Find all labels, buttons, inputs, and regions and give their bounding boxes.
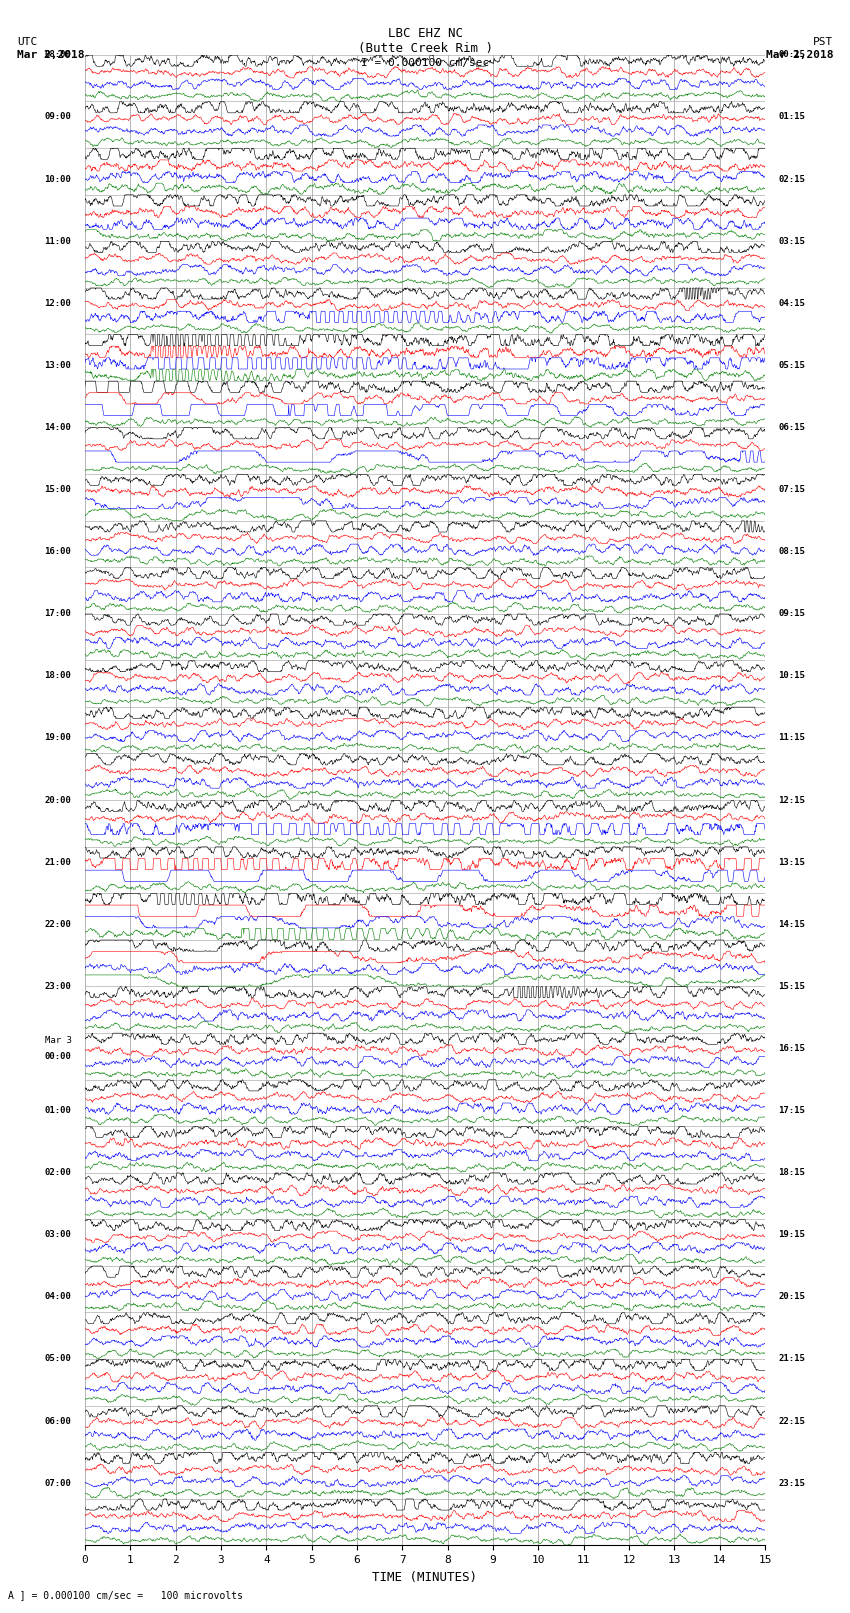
Text: 00:00: 00:00 <box>44 1052 71 1061</box>
Text: 03:00: 03:00 <box>44 1231 71 1239</box>
Text: 06:00: 06:00 <box>44 1416 71 1426</box>
Text: A ] = 0.000100 cm/sec =   100 microvolts: A ] = 0.000100 cm/sec = 100 microvolts <box>8 1590 243 1600</box>
Text: 22:00: 22:00 <box>44 919 71 929</box>
Text: 08:00: 08:00 <box>44 50 71 60</box>
Text: 11:15: 11:15 <box>779 734 806 742</box>
Text: 05:00: 05:00 <box>44 1355 71 1363</box>
Text: 10:15: 10:15 <box>779 671 806 681</box>
Text: 07:00: 07:00 <box>44 1479 71 1487</box>
Text: 19:15: 19:15 <box>779 1231 806 1239</box>
Text: 14:15: 14:15 <box>779 919 806 929</box>
Text: 09:15: 09:15 <box>779 610 806 618</box>
X-axis label: TIME (MINUTES): TIME (MINUTES) <box>372 1571 478 1584</box>
Text: 20:00: 20:00 <box>44 795 71 805</box>
Text: 17:00: 17:00 <box>44 610 71 618</box>
Text: 06:15: 06:15 <box>779 423 806 432</box>
Text: 15:15: 15:15 <box>779 982 806 990</box>
Text: 11:00: 11:00 <box>44 237 71 245</box>
Title: LBC EHZ NC
(Butte Creek Rim ): LBC EHZ NC (Butte Creek Rim ) <box>358 27 492 55</box>
Text: 00:15: 00:15 <box>779 50 806 60</box>
Text: 05:15: 05:15 <box>779 361 806 369</box>
Text: 18:15: 18:15 <box>779 1168 806 1177</box>
Text: 16:00: 16:00 <box>44 547 71 556</box>
Text: 21:00: 21:00 <box>44 858 71 866</box>
Text: 19:00: 19:00 <box>44 734 71 742</box>
Text: 04:00: 04:00 <box>44 1292 71 1302</box>
Text: 14:00: 14:00 <box>44 423 71 432</box>
Text: 23:15: 23:15 <box>779 1479 806 1487</box>
Text: 01:00: 01:00 <box>44 1107 71 1115</box>
Text: 15:00: 15:00 <box>44 486 71 494</box>
Text: 02:00: 02:00 <box>44 1168 71 1177</box>
Text: 13:15: 13:15 <box>779 858 806 866</box>
Text: 07:15: 07:15 <box>779 486 806 494</box>
Text: 10:00: 10:00 <box>44 174 71 184</box>
Text: 08:15: 08:15 <box>779 547 806 556</box>
Text: 20:15: 20:15 <box>779 1292 806 1302</box>
Text: UTC: UTC <box>17 37 37 47</box>
Text: I = 0.000100 cm/sec: I = 0.000100 cm/sec <box>361 58 489 68</box>
Text: 09:00: 09:00 <box>44 113 71 121</box>
Text: 02:15: 02:15 <box>779 174 806 184</box>
Text: 03:15: 03:15 <box>779 237 806 245</box>
Text: 12:00: 12:00 <box>44 298 71 308</box>
Text: 18:00: 18:00 <box>44 671 71 681</box>
Text: 17:15: 17:15 <box>779 1107 806 1115</box>
Text: Mar 3: Mar 3 <box>44 1036 71 1045</box>
Text: 21:15: 21:15 <box>779 1355 806 1363</box>
Text: Mar 2,2018: Mar 2,2018 <box>766 50 833 60</box>
Text: 22:15: 22:15 <box>779 1416 806 1426</box>
Text: PST: PST <box>813 37 833 47</box>
Text: 12:15: 12:15 <box>779 795 806 805</box>
Text: Mar 2,2018: Mar 2,2018 <box>17 50 84 60</box>
Text: 23:00: 23:00 <box>44 982 71 990</box>
Text: 16:15: 16:15 <box>779 1044 806 1053</box>
Text: 13:00: 13:00 <box>44 361 71 369</box>
Text: 04:15: 04:15 <box>779 298 806 308</box>
Text: 01:15: 01:15 <box>779 113 806 121</box>
